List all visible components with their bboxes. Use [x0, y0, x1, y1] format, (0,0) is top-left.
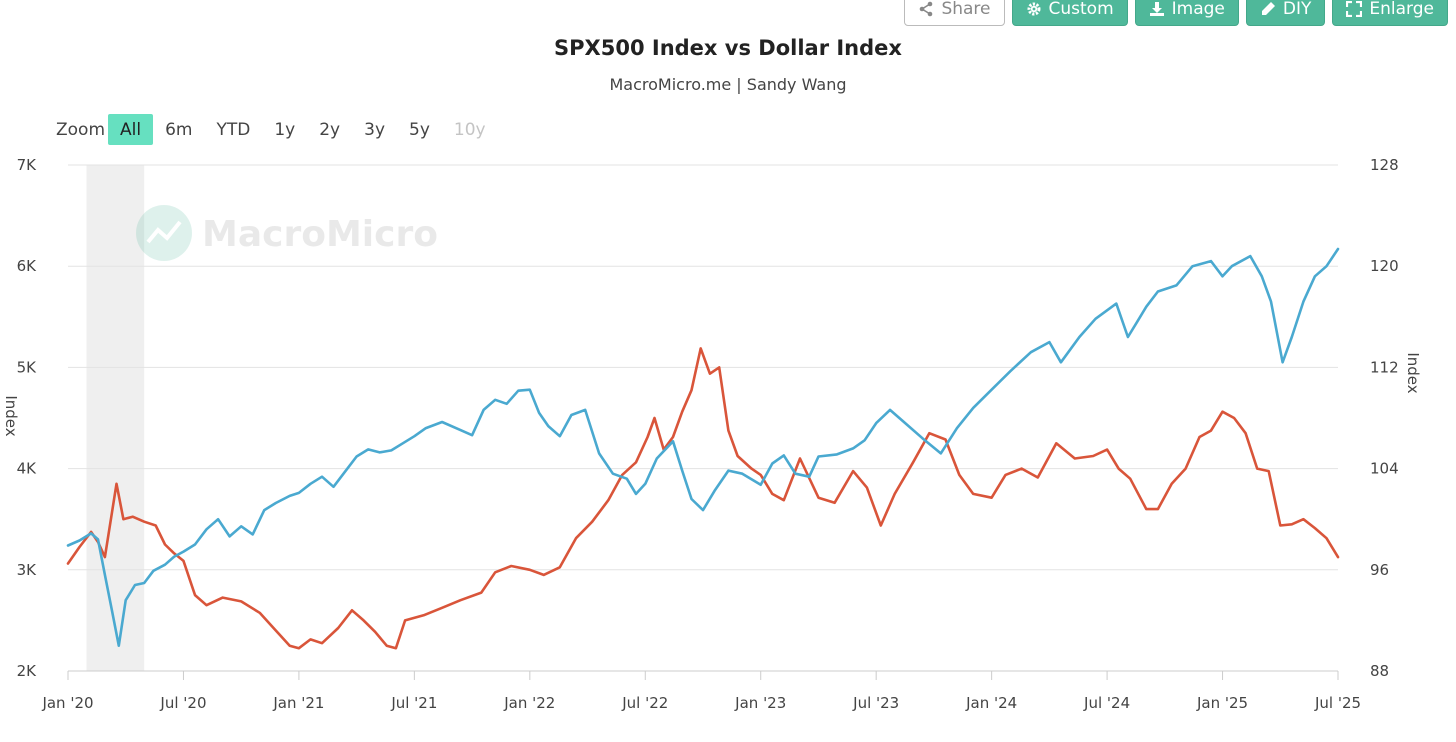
- y-left-tick-label: 5K: [17, 358, 38, 376]
- chart-toolbar: Share Custom Image DIY Enlarge: [904, 0, 1448, 26]
- y-left-tick-label: 6K: [17, 257, 38, 275]
- x-tick-label: Jul '25: [1314, 694, 1361, 712]
- zoom-2y-button[interactable]: 2y: [319, 119, 341, 140]
- share-button[interactable]: Share: [904, 0, 1005, 26]
- x-tick-label: Jan '23: [734, 694, 786, 712]
- x-tick-label: Jan '24: [965, 694, 1017, 712]
- y-left-tick-label: 4K: [17, 460, 38, 478]
- zoom-ytd-button[interactable]: YTD: [216, 119, 251, 140]
- macromicro-logo-icon: [136, 205, 192, 261]
- zoom-selector: Zoom All 6m YTD 1y 2y 3y 5y 10y: [56, 114, 498, 145]
- dollar-index-line: [66, 347, 1340, 650]
- diy-button[interactable]: DIY: [1245, 0, 1326, 26]
- pencil-icon: [1261, 2, 1275, 15]
- x-axis: Jan '20 Jul '20 Jan '21 Jul '21 Jan '22 Jul '…: [41, 671, 1361, 712]
- y-right-tick-label: 88: [1370, 662, 1389, 680]
- chart-subtitle: MacroMicro.me | Sandy Wang: [609, 75, 847, 94]
- enlarge-button[interactable]: Enlarge: [1332, 0, 1448, 26]
- y-left-tick-label: 3K: [17, 561, 38, 579]
- y-right-tick-label: 120: [1370, 257, 1399, 275]
- x-tick-label: Jul '20: [159, 694, 206, 712]
- gear-icon: [1027, 2, 1040, 16]
- zoom-10y-button[interactable]: 10y: [453, 119, 486, 140]
- y-axis-right-title: Index: [1404, 352, 1422, 393]
- zoom-5y-button[interactable]: 5y: [409, 119, 430, 140]
- diy-label: DIY: [1282, 0, 1312, 19]
- share-label: Share: [941, 0, 991, 19]
- y-right-tick-label: 128: [1370, 156, 1399, 174]
- spx500-line: [66, 247, 1340, 648]
- series-lines: [66, 247, 1340, 650]
- zoom-3y-button[interactable]: 3y: [364, 119, 386, 140]
- zoom-all-button[interactable]: All: [108, 114, 154, 145]
- zoom-1y-button[interactable]: 1y: [274, 119, 296, 140]
- custom-button[interactable]: Custom: [1011, 0, 1128, 26]
- x-tick-label: Jan '20: [41, 694, 93, 712]
- y-axis-left-title: Index: [2, 395, 20, 436]
- x-tick-label: Jul '21: [390, 694, 437, 712]
- y-axis-right: 88 96 104 112 120 128: [1370, 156, 1399, 680]
- download-icon: [1149, 2, 1164, 16]
- zoom-label: Zoom: [56, 119, 106, 140]
- chart-title: SPX500 Index vs Dollar Index: [554, 36, 902, 60]
- y-right-tick-label: 112: [1370, 358, 1399, 376]
- recession-band: [86, 165, 145, 671]
- expand-icon: [1346, 1, 1363, 17]
- x-tick-label: Jul '22: [621, 694, 668, 712]
- image-button[interactable]: Image: [1134, 0, 1239, 26]
- custom-label: Custom: [1048, 0, 1114, 19]
- y-right-tick-label: 104: [1370, 460, 1399, 478]
- x-tick-label: Jan '25: [1196, 694, 1248, 712]
- watermark-text: MacroMicro: [202, 214, 438, 255]
- gridlines: [68, 164, 1338, 672]
- x-tick-label: Jan '22: [503, 694, 555, 712]
- watermark: MacroMicro: [136, 205, 438, 261]
- x-tick-label: Jul '24: [1083, 694, 1130, 712]
- image-label: Image: [1171, 0, 1225, 19]
- enlarge-label: Enlarge: [1369, 0, 1434, 19]
- x-tick-label: Jul '23: [852, 694, 899, 712]
- x-tick-label: Jan '21: [272, 694, 324, 712]
- y-left-tick-label: 7K: [17, 156, 38, 174]
- y-axis-left: 2K 3K 4K 5K 6K 7K: [17, 156, 38, 680]
- y-left-tick-label: 2K: [17, 662, 38, 680]
- logo-trend-mark: [146, 220, 182, 244]
- share-icon: [920, 1, 933, 17]
- zoom-6m-button[interactable]: 6m: [165, 119, 193, 140]
- y-right-tick-label: 96: [1370, 561, 1389, 579]
